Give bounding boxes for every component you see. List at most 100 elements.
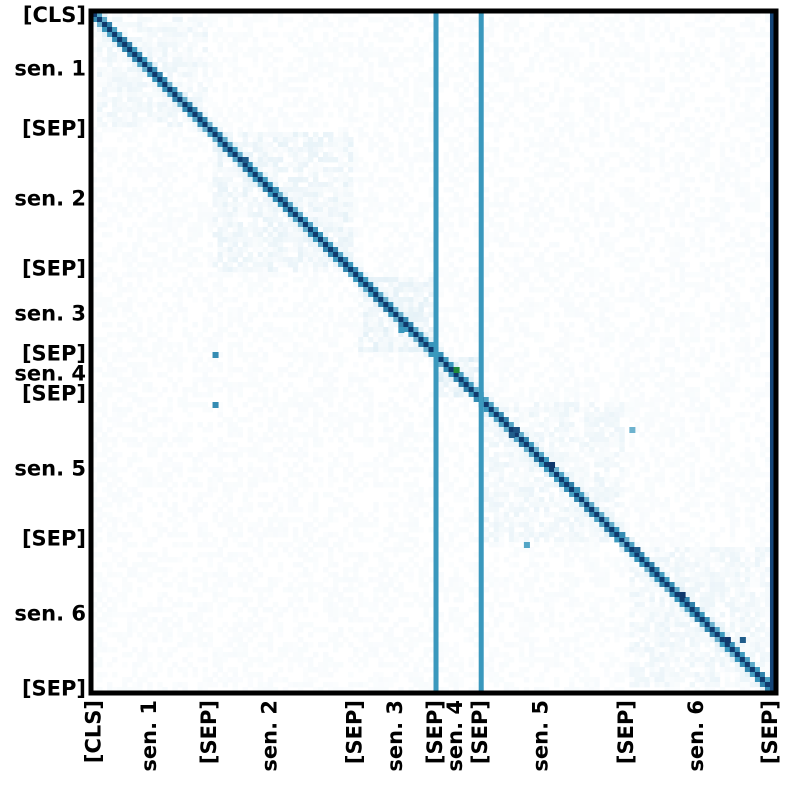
- heatmap-cell: [262, 122, 269, 128]
- heatmap-cell: [122, 47, 128, 53]
- heatmap-cell: [152, 302, 158, 308]
- heatmap-cell: [107, 217, 113, 223]
- heatmap-cell: [554, 322, 560, 328]
- heatmap-cell: [287, 17, 294, 23]
- heatmap-cell: [388, 287, 394, 293]
- heatmap-cell: [232, 267, 239, 273]
- heatmap-cell: [378, 202, 384, 208]
- heatmap-cell: [167, 97, 173, 103]
- heatmap-cell: [237, 87, 244, 93]
- heatmap-cell: [443, 337, 449, 343]
- heatmap-cell: [448, 252, 454, 258]
- heatmap-cell: [292, 197, 299, 203]
- heatmap-cell: [272, 32, 279, 38]
- heatmap-cell: [147, 77, 153, 83]
- heatmap-cell: [584, 67, 590, 73]
- heatmap-cell: [307, 27, 314, 33]
- heatmap-cell: [448, 272, 454, 278]
- heatmap-cell: [393, 87, 399, 93]
- heatmap-cell: [338, 107, 344, 113]
- heatmap-cell: [559, 217, 565, 223]
- heatmap-cell: [614, 12, 620, 18]
- heatmap-cell: [604, 102, 610, 108]
- heatmap-cell: [212, 257, 218, 263]
- heatmap-cell: [624, 232, 630, 238]
- heatmap-cell: [137, 62, 143, 68]
- heatmap-cell: [227, 132, 234, 138]
- heatmap-cell: [644, 127, 650, 133]
- heatmap-cell: [237, 12, 244, 18]
- heatmap-cell: [438, 267, 444, 273]
- heatmap-cell: [157, 22, 163, 28]
- heatmap-cell: [744, 222, 751, 228]
- heatmap-cell: [443, 112, 449, 118]
- heatmap-cell: [629, 157, 635, 163]
- heatmap-cell: [177, 342, 183, 348]
- heatmap-cell: [754, 147, 761, 153]
- heatmap-cell: [458, 132, 465, 138]
- heatmap-cell: [714, 277, 721, 283]
- heatmap-cell: [714, 172, 721, 178]
- heatmap-cell: [338, 322, 344, 328]
- heatmap-cell: [589, 312, 595, 318]
- heatmap-cell: [448, 277, 454, 283]
- heatmap-cell: [699, 232, 706, 238]
- heatmap-cell: [764, 97, 771, 103]
- heatmap-cell: [358, 62, 364, 68]
- heatmap-cell: [307, 317, 314, 323]
- heatmap-cell: [584, 317, 590, 323]
- heatmap-cell: [619, 127, 625, 133]
- heatmap-cell: [543, 172, 550, 178]
- heatmap-cell: [317, 292, 324, 298]
- heatmap-cell: [393, 267, 399, 273]
- heatmap-cell: [192, 72, 198, 78]
- heatmap-cell: [132, 122, 138, 128]
- heatmap-cell: [132, 117, 138, 123]
- heatmap-cell: [187, 332, 193, 338]
- heatmap-cell: [383, 202, 389, 208]
- heatmap-cell: [624, 192, 630, 198]
- heatmap-cell: [207, 132, 213, 138]
- heatmap-cell: [272, 202, 279, 208]
- heatmap-cell: [629, 17, 635, 23]
- heatmap-cell: [307, 247, 314, 253]
- heatmap-cell: [232, 222, 239, 228]
- heatmap-cell: [317, 137, 324, 143]
- heatmap-cell: [252, 247, 259, 253]
- heatmap-cell: [102, 222, 108, 228]
- heatmap-cell: [689, 302, 696, 308]
- heatmap-cell: [749, 67, 756, 73]
- heatmap-cell: [759, 182, 766, 188]
- heatmap-cell: [418, 212, 424, 218]
- heatmap-cell: [739, 307, 746, 313]
- heatmap-cell: [207, 207, 213, 213]
- heatmap-cell: [664, 22, 670, 28]
- heatmap-cell: [272, 147, 279, 153]
- heatmap-cell: [182, 252, 188, 258]
- heatmap-cell: [277, 312, 284, 318]
- heatmap-cell: [368, 302, 374, 308]
- heatmap-cell: [272, 297, 279, 303]
- heatmap-cell: [368, 312, 374, 318]
- heatmap-cell: [227, 322, 234, 328]
- heatmap-cell: [152, 17, 158, 23]
- heatmap-cell: [543, 317, 550, 323]
- heatmap-cell: [237, 142, 244, 148]
- heatmap-cell: [604, 212, 610, 218]
- heatmap-cell: [237, 147, 244, 153]
- heatmap-cell: [714, 22, 721, 28]
- heatmap-cell: [584, 157, 590, 163]
- heatmap-cell: [704, 287, 711, 293]
- heatmap-cell: [503, 242, 510, 248]
- heatmap-cell: [127, 12, 133, 18]
- heatmap-cell: [147, 117, 153, 123]
- heatmap-cell: [368, 282, 374, 288]
- heatmap-cell: [438, 322, 444, 328]
- heatmap-cell: [483, 37, 490, 43]
- heatmap-cell: [197, 207, 203, 213]
- heatmap-cell: [538, 147, 545, 153]
- heatmap-cell: [207, 272, 213, 278]
- heatmap-cell: [307, 32, 314, 38]
- heatmap-cell: [538, 302, 545, 308]
- heatmap-cell: [589, 92, 595, 98]
